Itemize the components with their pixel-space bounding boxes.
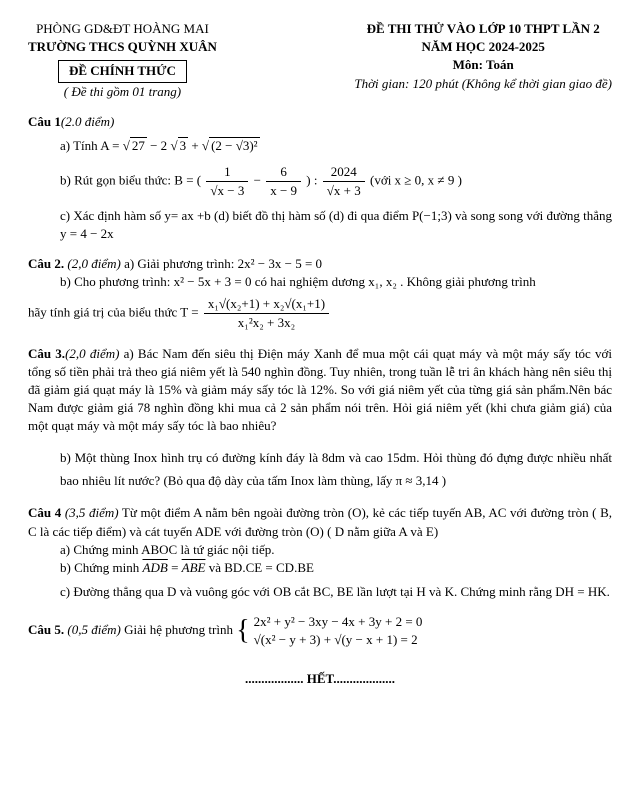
q1b: b) Rút gọn biểu thức: B = ( 1√x − 3 − 6x… <box>60 163 612 200</box>
subject: Môn: Toán <box>354 56 612 74</box>
q1b-frac1: 1√x − 3 <box>206 163 248 200</box>
q4b-abe: ABE <box>182 560 206 575</box>
q2t-pre: hãy tính giá trị của biểu thức T = <box>28 305 202 320</box>
question-3: Câu 3.(2,0 điểm) a) Bác Nam đến siêu thị… <box>28 345 612 493</box>
q4b: b) Chứng minh ADB = ABE và BD.CE = CD.BE <box>60 559 612 577</box>
q2a: a) Giải phương trình: 2x² − 3x − 5 = 0 <box>121 256 322 271</box>
q1a-pre: a) Tính A = <box>60 138 123 153</box>
q1a: a) Tính A = √27 − 2 √3 + √(2 − √3)² <box>60 137 612 155</box>
question-4: Câu 4 (3,5 điểm) Từ một điểm A nằm bên n… <box>28 504 612 601</box>
q3-pts: (2,0 điểm) <box>65 346 119 361</box>
q5-eq1: 2x² + y² − 3xy − 4x + 3y + 2 = 0 <box>254 613 423 631</box>
q1b-pre: b) Rút gọn biểu thức: B = <box>60 173 197 188</box>
header-right: ĐỀ THI THỬ VÀO LỚP 10 THPT LẦN 2 NĂM HỌC… <box>354 20 612 101</box>
q1b-minus: − <box>254 173 265 188</box>
q1b-cond: (với x ≥ 0, x ≠ 9 ) <box>370 173 462 188</box>
q2t-frac: x₁√(x₂+1) + x₂√(x₁+1) x₁²x₂ + 3x₂ <box>204 295 329 332</box>
time: Thời gian: 120 phút (Không kể thời gian … <box>354 75 612 93</box>
dept: PHÒNG GD&ĐT HOÀNG MAI <box>28 20 217 38</box>
q4b-eq: = <box>171 560 182 575</box>
q4b-adb: ADB <box>143 560 168 575</box>
page-note: ( Đề thi gồm 01 trang) <box>28 83 217 101</box>
q1b-dot: : <box>314 173 321 188</box>
q2-pts: (2,0 điểm) <box>67 256 120 271</box>
q2t: hãy tính giá trị của biểu thức T = x₁√(x… <box>28 295 612 332</box>
q1a-rad2: 3 <box>178 137 189 153</box>
q5-title: Câu 5. <box>28 622 64 637</box>
q1c: c) Xác định hàm số y= ax +b (d) biết đồ … <box>60 207 612 243</box>
question-2: Câu 2. (2,0 điểm) a) Giải phương trình: … <box>28 255 612 333</box>
header: PHÒNG GD&ĐT HOÀNG MAI TRƯỜNG THCS QUỲNH … <box>28 20 612 101</box>
q1-title: Câu 1 <box>28 114 61 129</box>
q1b-frac2: 6x − 9 <box>266 163 301 200</box>
q2b: b) Cho phương trình: x² − 5x + 3 = 0 có … <box>60 273 612 291</box>
q4-title: Câu 4 <box>28 505 61 520</box>
q5-pre: Giải hệ phương trình <box>121 622 236 637</box>
q4b-pre: b) Chứng minh <box>60 560 143 575</box>
q5-eq2: √(x² − y + 3) + √(y − x + 1) = 2 <box>254 631 423 649</box>
q3-title: Câu 3. <box>28 346 65 361</box>
q4a: a) Chứng minh ABOC là tứ giác nội tiếp. <box>60 541 612 559</box>
q1b-frac3: 2024√x + 3 <box>323 163 365 200</box>
q1a-mid1: − 2 <box>150 138 167 153</box>
q1a-rad3: (2 − √3)² <box>209 137 260 153</box>
official-box: ĐỀ CHÍNH THỨC <box>58 60 187 82</box>
header-left: PHÒNG GD&ĐT HOÀNG MAI TRƯỜNG THCS QUỲNH … <box>28 20 217 101</box>
q4b-rest: và BD.CE = CD.BE <box>209 560 314 575</box>
q1a-mid2: + <box>191 138 202 153</box>
brace-icon: { <box>236 617 249 645</box>
q3b: b) Một thùng Inox hình trụ có đường kính… <box>60 446 612 493</box>
question-5: Câu 5. (0,5 điểm) Giải hệ phương trình {… <box>28 613 612 649</box>
q4-pts: (3,5 điểm) <box>65 505 119 520</box>
end-marker: .................. HẾT..................… <box>28 670 612 688</box>
q2-title: Câu 2. <box>28 256 64 271</box>
q1a-rad1: 27 <box>130 137 147 153</box>
school: TRƯỜNG THCS QUỲNH XUÂN <box>28 38 217 56</box>
question-1: Câu 1(2.0 điểm) a) Tính A = √27 − 2 √3 +… <box>28 113 612 243</box>
q1-pts: (2.0 điểm) <box>61 114 114 129</box>
year: NĂM HỌC 2024-2025 <box>354 38 612 56</box>
q4c: c) Đường thẳng qua D và vuông góc với OB… <box>60 583 612 601</box>
exam-title: ĐỀ THI THỬ VÀO LỚP 10 THPT LẦN 2 <box>354 20 612 38</box>
q5-pts: (0,5 điểm) <box>67 622 120 637</box>
q5-system: { 2x² + y² − 3xy − 4x + 3y + 2 = 0 √(x² … <box>236 613 422 649</box>
